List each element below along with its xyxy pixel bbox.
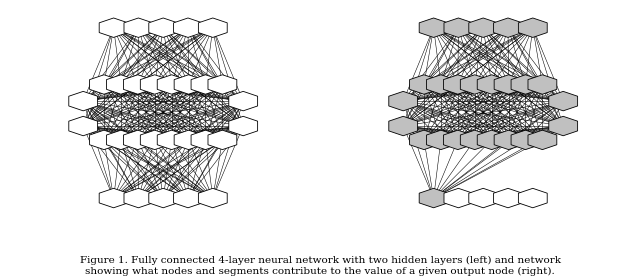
Polygon shape [140,130,169,150]
Polygon shape [106,130,135,150]
Polygon shape [208,130,237,150]
Polygon shape [90,75,118,94]
Polygon shape [511,75,540,94]
Polygon shape [198,18,227,37]
Polygon shape [174,75,203,94]
Polygon shape [548,91,578,111]
Polygon shape [477,75,506,94]
Polygon shape [419,18,448,37]
Polygon shape [124,18,153,37]
Polygon shape [173,18,202,37]
Polygon shape [157,75,186,94]
Polygon shape [228,91,258,111]
Polygon shape [444,75,472,94]
Polygon shape [388,91,418,111]
Polygon shape [493,18,522,37]
Polygon shape [208,75,237,94]
Polygon shape [548,116,578,136]
Polygon shape [494,75,523,94]
Polygon shape [198,188,227,208]
Polygon shape [528,130,557,150]
Polygon shape [173,188,202,208]
Polygon shape [99,18,128,37]
Polygon shape [148,188,178,208]
Polygon shape [106,75,135,94]
Polygon shape [494,130,523,150]
Polygon shape [174,130,203,150]
Polygon shape [460,75,489,94]
Polygon shape [157,130,186,150]
Polygon shape [68,91,98,111]
Polygon shape [493,188,522,208]
Polygon shape [124,188,153,208]
Polygon shape [511,130,540,150]
Polygon shape [426,75,455,94]
Polygon shape [444,188,473,208]
Polygon shape [426,130,455,150]
Polygon shape [528,75,557,94]
Polygon shape [99,188,128,208]
Polygon shape [444,130,472,150]
Polygon shape [477,130,506,150]
Polygon shape [90,130,118,150]
Polygon shape [68,116,98,136]
Polygon shape [518,188,547,208]
Polygon shape [148,18,178,37]
Polygon shape [460,130,489,150]
Polygon shape [124,130,152,150]
Polygon shape [419,188,448,208]
Polygon shape [124,75,152,94]
Polygon shape [518,18,547,37]
Polygon shape [410,75,438,94]
Text: Figure 1. Fully connected 4-layer neural network with two hidden layers (left) a: Figure 1. Fully connected 4-layer neural… [79,256,561,276]
Polygon shape [468,18,498,37]
Polygon shape [191,130,220,150]
Polygon shape [191,75,220,94]
Polygon shape [228,116,258,136]
Polygon shape [468,188,498,208]
Polygon shape [444,18,473,37]
Polygon shape [388,116,418,136]
Polygon shape [140,75,169,94]
Polygon shape [410,130,438,150]
